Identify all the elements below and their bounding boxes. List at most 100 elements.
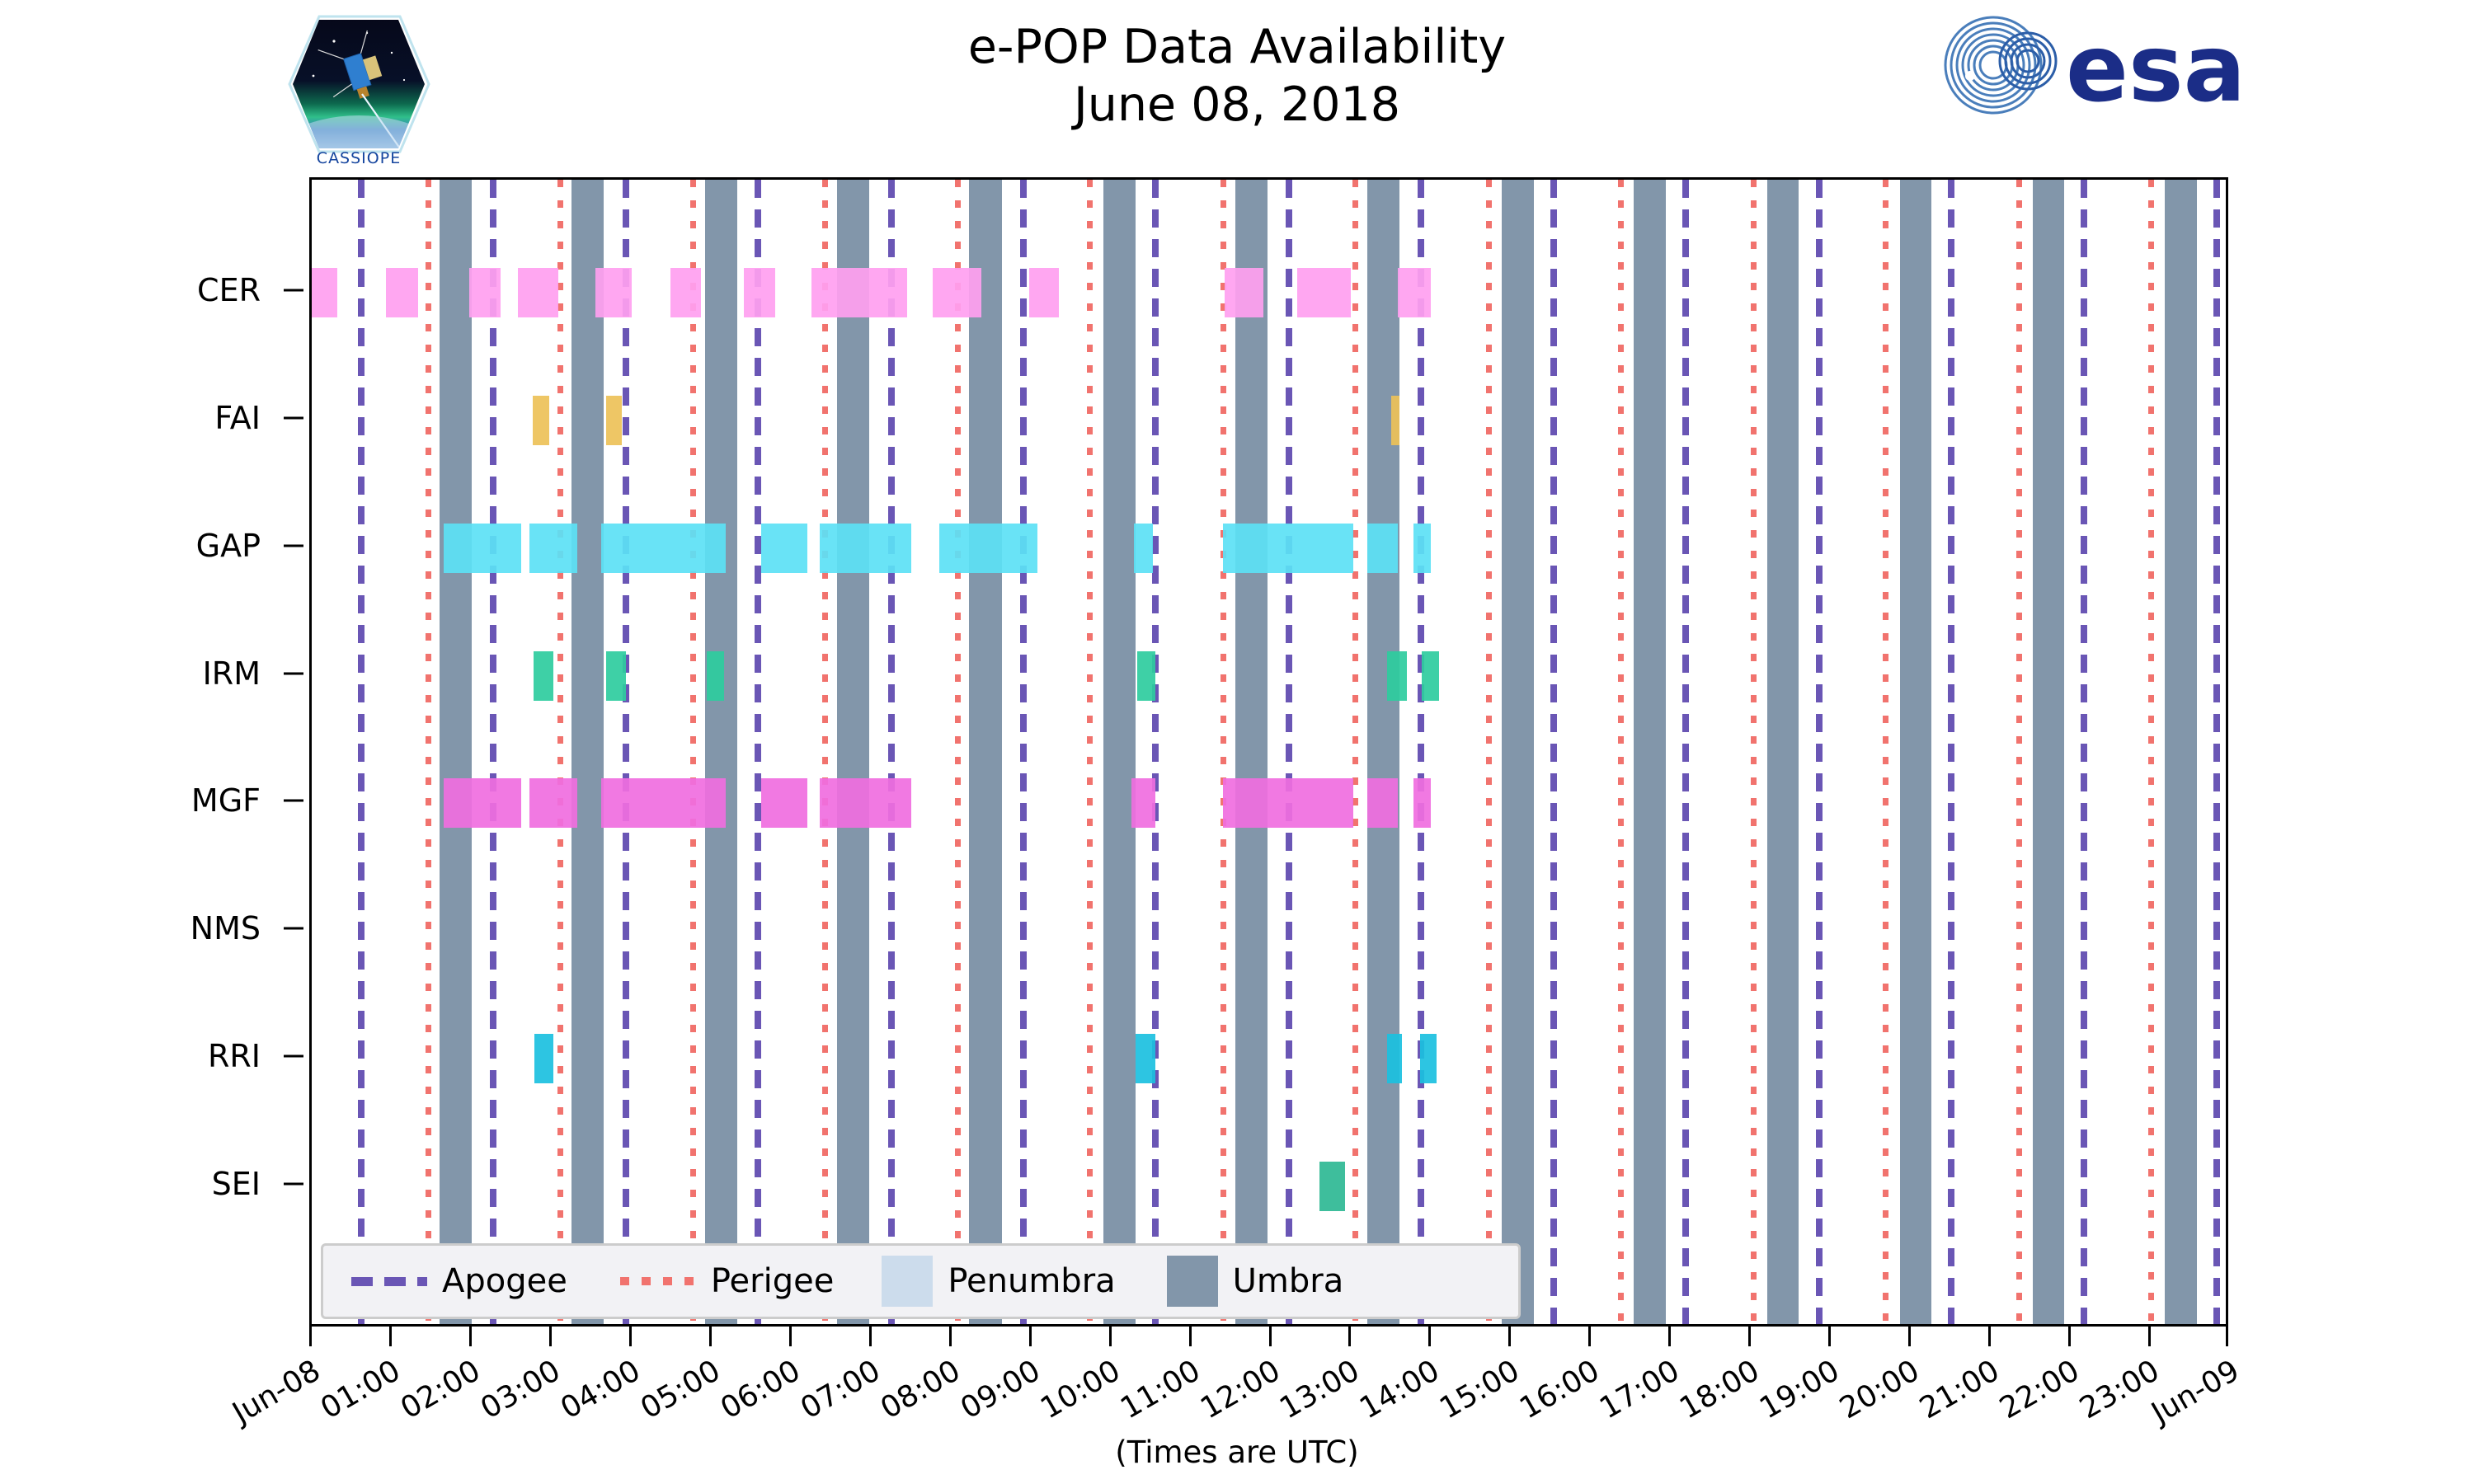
perigee-line — [1883, 180, 1889, 1324]
perigee-line — [1751, 180, 1757, 1324]
apogee-line — [1151, 180, 1159, 1324]
umbra-band — [1103, 180, 1136, 1324]
perigee-line — [822, 180, 829, 1324]
data-bar-cer — [743, 267, 776, 317]
data-bar-gap — [443, 523, 522, 573]
x-axis-ticks — [309, 1327, 2228, 1348]
legend-item-umbra: Umbra — [1166, 1246, 1344, 1317]
title-line-1: e-POP Data Availability — [967, 20, 1507, 74]
umbra-band — [968, 180, 1002, 1324]
apogee-line — [2080, 180, 2087, 1324]
apogee-line — [623, 180, 630, 1324]
data-bar-rri — [534, 1034, 553, 1084]
apogee-line — [1417, 180, 1424, 1324]
data-bar-gap — [600, 523, 727, 573]
y-tick-label-irm: IRM — [202, 655, 261, 692]
esa-globe-icon — [1944, 16, 2058, 115]
page-title: e-POP Data Availability June 08, 2018 — [577, 18, 1897, 134]
y-tick-mark — [284, 416, 303, 420]
x-tick-mark — [1988, 1327, 1992, 1346]
data-bar-fai — [1390, 395, 1399, 445]
esa-logo-text: esa — [2066, 16, 2246, 119]
data-bar-mgf — [600, 778, 727, 829]
x-tick-mark — [388, 1327, 392, 1346]
x-tick-mark — [788, 1327, 792, 1346]
y-axis: CER FAI GAP IRM MGF NMS RRI SEI — [0, 177, 303, 1327]
umbra-band — [440, 180, 472, 1324]
data-bar-mgf — [819, 778, 912, 829]
apogee-line — [1285, 180, 1292, 1324]
data-bar-cer — [1028, 267, 1059, 317]
header: CASSIOPE e-POP Data Availability June 08… — [0, 0, 2474, 169]
legend-label: Perigee — [710, 1262, 835, 1300]
data-bar-mgf — [1366, 778, 1398, 829]
apogee-line — [490, 180, 497, 1324]
umbra-band — [837, 180, 869, 1324]
apogee-line — [1947, 180, 1954, 1324]
perigee-line — [2148, 180, 2155, 1324]
y-tick-label-mgf: MGF — [190, 782, 261, 819]
data-bar-irm — [706, 650, 725, 701]
data-bar-gap — [760, 523, 808, 573]
x-tick-mark — [548, 1327, 552, 1346]
apogee-line — [887, 180, 895, 1324]
y-tick-mark — [284, 544, 303, 547]
perigee-line — [1618, 180, 1625, 1324]
y-tick-mark — [284, 799, 303, 802]
apogee-line — [1550, 180, 1557, 1324]
umbra-band — [571, 180, 604, 1324]
x-tick-mark — [948, 1327, 952, 1346]
y-tick-label-rri: RRI — [207, 1038, 261, 1075]
y-tick-label-nms: NMS — [190, 910, 261, 947]
x-tick-mark — [1428, 1327, 1432, 1346]
x-tick-mark — [1028, 1327, 1032, 1346]
data-bar-cer — [386, 267, 418, 317]
umbra-band — [2165, 180, 2198, 1324]
data-bar-cer — [312, 267, 338, 317]
perigee-line — [1221, 180, 1227, 1324]
perigee-line — [955, 180, 962, 1324]
perigee-line — [2016, 180, 2023, 1324]
data-bar-sei — [1319, 1162, 1345, 1212]
x-tick-mark — [1748, 1327, 1752, 1346]
data-bar-cer — [595, 267, 632, 317]
legend-item-perigee: Perigee — [619, 1246, 835, 1317]
umbra-band — [1366, 180, 1399, 1324]
data-bar-gap — [1133, 523, 1153, 573]
data-bar-cer — [518, 267, 558, 317]
legend-label: Umbra — [1232, 1262, 1344, 1300]
data-bar-fai — [532, 395, 549, 445]
x-tick-mark — [1828, 1327, 1832, 1346]
x-tick-mark — [2068, 1327, 2072, 1346]
data-bar-mgf — [529, 778, 577, 829]
availability-chart — [309, 177, 2228, 1327]
umbra-band — [2032, 180, 2065, 1324]
y-tick-mark — [284, 927, 303, 930]
y-tick-mark — [284, 672, 303, 675]
title-line-2: June 08, 2018 — [1073, 77, 1401, 132]
x-tick-mark — [1108, 1327, 1112, 1346]
umbra-band — [1501, 180, 1534, 1324]
data-bar-rri — [1419, 1034, 1437, 1084]
x-tick-mark — [2226, 1327, 2228, 1346]
data-bar-mgf — [443, 778, 522, 829]
data-bar-gap — [529, 523, 577, 573]
x-tick-mark — [1188, 1327, 1192, 1346]
umbra-band — [1633, 180, 1666, 1324]
legend-label: Penumbra — [948, 1262, 1116, 1300]
cassiope-logo-caption: CASSIOPE — [317, 149, 401, 167]
x-tick-mark — [1508, 1327, 1512, 1346]
data-bar-cer — [1297, 267, 1352, 317]
x-axis-title: (Times are UTC) — [1115, 1435, 1359, 1470]
y-tick-label-fai: FAI — [214, 399, 261, 436]
y-tick-mark — [284, 1054, 303, 1058]
apogee-line — [1681, 180, 1689, 1324]
data-bar-mgf — [1223, 778, 1354, 829]
data-bar-rri — [1135, 1034, 1155, 1084]
perigee-line — [1486, 180, 1493, 1324]
x-tick-mark — [1668, 1327, 1672, 1346]
x-tick-mark — [2148, 1327, 2152, 1346]
data-bar-cer — [933, 267, 981, 317]
umbra-band — [1235, 180, 1268, 1324]
data-bar-gap — [1413, 523, 1432, 573]
